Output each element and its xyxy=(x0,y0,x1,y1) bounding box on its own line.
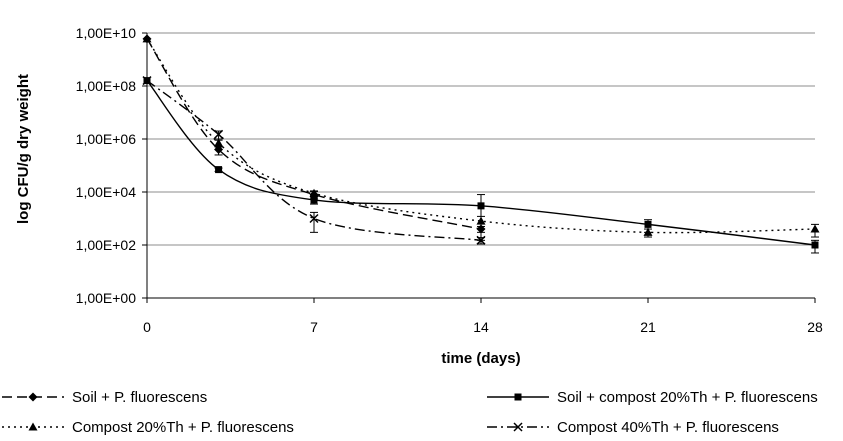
x-stroke xyxy=(214,129,224,139)
series-3 xyxy=(142,34,820,238)
legend-item-2: Soil + compost 20%Th + P. fluorescens xyxy=(487,389,818,406)
legend-marker xyxy=(513,422,523,432)
legend-marker xyxy=(28,392,38,402)
series-4 xyxy=(142,76,486,245)
legend-label: Soil + P. fluorescens xyxy=(72,389,207,406)
data-point xyxy=(476,216,486,225)
data-point xyxy=(810,224,820,233)
x-stroke xyxy=(142,76,152,86)
data-point xyxy=(142,34,152,43)
x-tick-label: 7 xyxy=(310,319,318,335)
x-tick-label: 21 xyxy=(640,319,656,335)
legend-item-1: Soil + P. fluorescens xyxy=(2,389,207,406)
plot-area xyxy=(142,34,820,254)
data-point xyxy=(215,166,223,174)
legend-label: Soil + compost 20%Th + P. fluorescens xyxy=(557,389,818,406)
x-stroke xyxy=(513,422,523,432)
legend-label: Compost 20%Th + P. fluorescens xyxy=(72,419,294,436)
axes xyxy=(142,32,816,303)
legend-item-3: Compost 20%Th + P. fluorescens xyxy=(2,419,294,436)
legend-marker xyxy=(514,393,522,401)
data-point xyxy=(214,129,224,139)
legend-marker xyxy=(28,422,38,431)
series-line xyxy=(146,80,482,242)
data-point xyxy=(309,188,319,197)
y-tick-label: 1,00E+02 xyxy=(76,237,137,253)
data-point xyxy=(309,213,319,224)
data-point xyxy=(643,227,653,236)
x-tick-label: 0 xyxy=(143,319,151,335)
y-tick-label: 1,00E+06 xyxy=(76,131,137,147)
legend-label: Compost 40%Th + P. fluorescens xyxy=(557,419,779,436)
data-point xyxy=(477,202,485,210)
y-tick-label: 1,00E+04 xyxy=(76,184,137,200)
legend-item-4: Compost 40%Th + P. fluorescens xyxy=(487,419,779,436)
data-point xyxy=(644,220,652,228)
y-axis-label: log CFU/g dry weight xyxy=(15,74,32,224)
y-tick-label: 1,00E+00 xyxy=(76,290,137,306)
y-tick-label: 1,00E+10 xyxy=(76,25,137,41)
series-line xyxy=(146,38,482,230)
data-point xyxy=(310,196,318,204)
y-tick-label: 1,00E+08 xyxy=(76,78,137,94)
series-2 xyxy=(143,77,819,254)
x-tick-label: 28 xyxy=(807,319,823,335)
x-axis-label: time (days) xyxy=(441,350,520,367)
tick-labels: 1,00E+00 1,00E+02 1,00E+04 1,00E+06 1,00E+08… xyxy=(76,25,823,335)
data-point xyxy=(811,241,819,249)
data-point xyxy=(142,76,152,86)
x-stroke xyxy=(476,235,486,245)
legend: Soil + P. fluorescens Soil + compost 20%T… xyxy=(2,389,818,436)
x-stroke xyxy=(309,213,319,224)
x-tick-label: 14 xyxy=(473,319,489,335)
error-bar xyxy=(310,211,318,233)
data-point xyxy=(476,235,486,245)
data-point xyxy=(214,138,224,147)
